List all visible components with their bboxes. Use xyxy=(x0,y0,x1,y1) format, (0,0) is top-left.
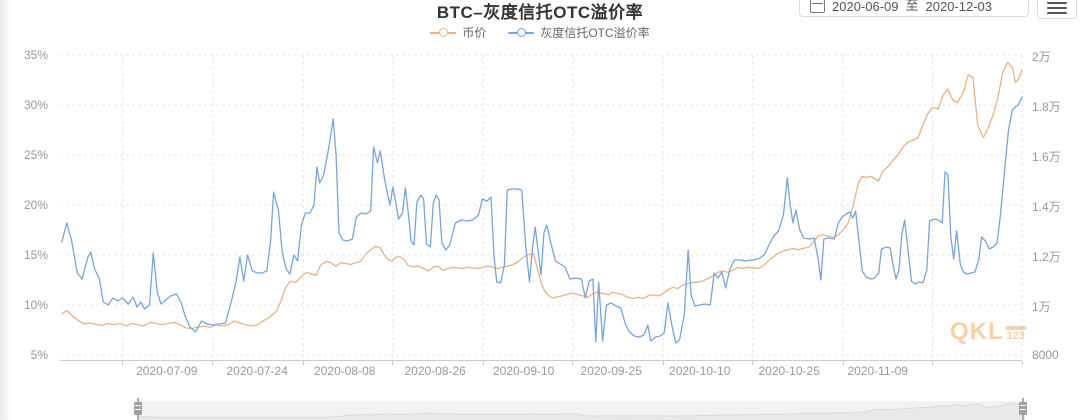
x-axis-line xyxy=(60,360,1023,367)
date-start: 2020-06-09 xyxy=(832,0,899,14)
plot-area[interactable] xyxy=(60,54,1023,358)
price-series-marker-icon xyxy=(430,27,457,38)
datazoom-selected-range[interactable] xyxy=(138,401,1026,420)
date-separator: 至 xyxy=(905,0,919,13)
hamburger-menu-icon xyxy=(1047,2,1067,4)
x-axis-tick xyxy=(842,361,844,365)
x-axis-tick-label: 2020-09-10 xyxy=(492,364,555,378)
watermark-bar xyxy=(1005,326,1026,330)
chart-legend: 币价 灰度信托OTC溢价率 xyxy=(0,24,1080,41)
qkl123-watermark: QKL 123 xyxy=(950,320,1026,344)
x-axis-tick-label: 2020-07-09 xyxy=(136,364,198,378)
x-axis-tick-label: 2020-10-10 xyxy=(669,364,731,378)
y-axis-left: 35% 30% 25% 20% 15% 10% 5% xyxy=(0,48,52,362)
x-axis-tick xyxy=(572,361,574,365)
page-left-edge xyxy=(0,0,12,420)
menu-button[interactable] xyxy=(1037,0,1077,19)
watermark-sub: 123 xyxy=(1005,326,1026,342)
page-title: BTC–灰度信托OTC溢价率 xyxy=(436,3,644,22)
y-axis-right: 2万 1.8万 1.6万 1.4万 1.2万 1万 8000 xyxy=(1030,50,1080,362)
datazoom-shadow xyxy=(138,402,1026,420)
date-end: 2020-12-03 xyxy=(925,0,993,14)
x-axis-tick xyxy=(212,361,214,365)
y-left-tick-label: 15% xyxy=(23,248,48,262)
x-axis-tick xyxy=(392,361,394,365)
y-left-tick-label: 30% xyxy=(23,98,48,112)
y-left-tick-label: 35% xyxy=(23,48,48,62)
x-axis-tick-label: 2020-11-09 xyxy=(847,364,908,378)
x-axis-tick xyxy=(302,361,304,365)
y-left-tick-label: 25% xyxy=(23,148,48,162)
x-axis-tick xyxy=(1021,361,1023,365)
x-axis-tick-label: 2020-09-25 xyxy=(580,364,642,378)
datazoom-right-handle[interactable] xyxy=(1019,402,1027,415)
y-right-tick-label: 2万 xyxy=(1032,50,1051,64)
x-axis-tick-label: 2020-08-08 xyxy=(314,364,376,378)
calendar-icon xyxy=(810,0,825,13)
x-axis-labels: 2020-07-09 2020-07-24 2020-08-08 2020-08-26… xyxy=(60,364,1022,380)
y-right-tick-label: 8000 xyxy=(1032,348,1059,362)
x-axis-tick-label: 2020-10-25 xyxy=(758,364,820,378)
date-range-picker[interactable]: 2020-06-09 至 2020-12-03 xyxy=(799,0,1029,17)
legend-item-premium[interactable]: 灰度信托OTC溢价率 xyxy=(508,24,650,41)
datazoom-left-handle[interactable] xyxy=(134,402,142,415)
y-right-tick-label: 1.6万 xyxy=(1032,150,1061,164)
x-axis-tick xyxy=(122,361,124,365)
x-axis-tick-label: 2020-08-26 xyxy=(404,364,466,378)
legend-label: 币价 xyxy=(462,26,487,40)
y-right-tick-label: 1万 xyxy=(1032,300,1051,314)
x-axis-tick xyxy=(482,361,484,365)
x-axis-tick xyxy=(752,361,754,365)
y-left-tick-label: 5% xyxy=(30,348,48,362)
legend-label: 灰度信托OTC溢价率 xyxy=(540,26,650,40)
y-right-tick-label: 1.2万 xyxy=(1032,250,1061,264)
premium-series-marker-icon xyxy=(508,27,535,38)
x-axis-tick xyxy=(662,361,664,365)
y-right-tick-label: 1.4万 xyxy=(1032,200,1061,214)
x-axis-tick xyxy=(932,361,934,365)
legend-item-price[interactable]: 币价 xyxy=(430,24,486,41)
y-left-tick-label: 10% xyxy=(23,298,48,312)
datazoom-slider[interactable] xyxy=(62,398,1027,420)
y-left-tick-label: 20% xyxy=(23,198,48,212)
x-axis-tick-label: 2020-07-24 xyxy=(226,364,288,378)
watermark-main: QKL xyxy=(950,318,1004,345)
y-right-tick-label: 1.8万 xyxy=(1032,100,1061,114)
